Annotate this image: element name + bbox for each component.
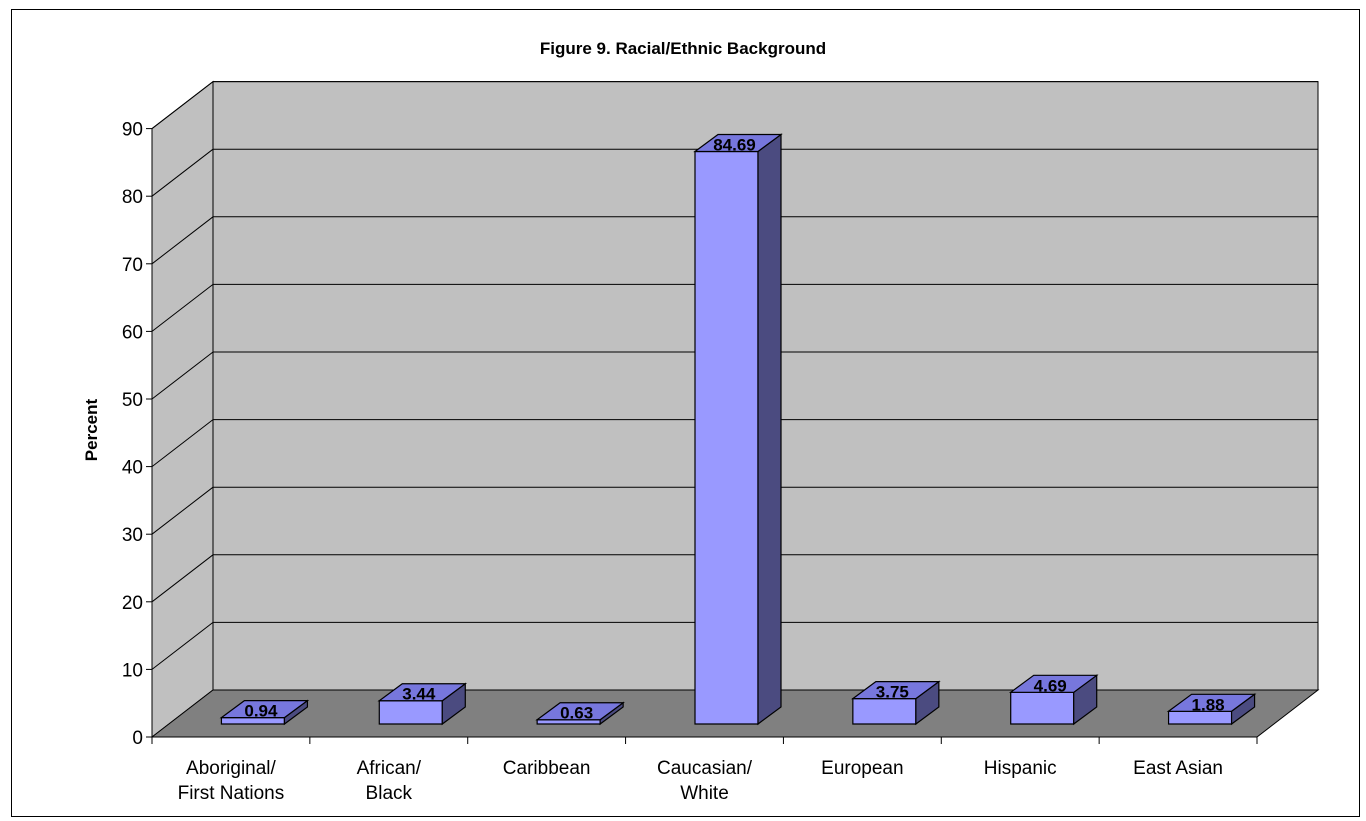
bar-top [219, 700, 310, 719]
x-tick-label: European [821, 758, 903, 779]
gridline-side [151, 486, 214, 535]
y-tick-label: 40 [122, 458, 143, 479]
gridline-side [151, 622, 214, 670]
x-tick-label: Hispanic [984, 758, 1057, 779]
x-tick-label-line: Hispanic [984, 758, 1057, 779]
bar-top [535, 702, 625, 721]
data-label: 0.94 [244, 702, 278, 721]
data-label: 3.44 [402, 685, 436, 704]
x-tick-label-line: African/ [357, 758, 422, 779]
bar [377, 682, 468, 726]
y-tick-label: 60 [122, 322, 143, 343]
y-tick-label: 10 [122, 660, 143, 681]
bar [851, 680, 941, 726]
gridline-side [151, 284, 214, 332]
chart-title: Figure 9. Racial/Ethnic Background [540, 39, 826, 58]
y-tick-label: 20 [122, 593, 143, 614]
bar-top [1008, 674, 1099, 693]
bar-top [377, 683, 468, 702]
gridline-side [151, 216, 214, 265]
x-tick-label-line: East Asian [1133, 758, 1223, 779]
axes: 0 10 20 30 40 50 60 70 80 90 Aboriginal/First Nati… [122, 120, 1258, 804]
bar [219, 699, 310, 726]
bar [1008, 674, 1099, 726]
data-label: 0.63 [560, 704, 593, 723]
x-tick-label-line: European [821, 758, 903, 779]
bar-front [694, 150, 759, 725]
x-tick-label: Caribbean [503, 758, 591, 779]
y-tick-label: 0 [132, 728, 143, 749]
data-label: 1.88 [1192, 695, 1225, 714]
gridline-side [151, 351, 214, 400]
bar [535, 701, 625, 726]
bar-side [757, 133, 782, 726]
y-tick-label: 80 [122, 187, 143, 208]
gridline-side [151, 148, 214, 197]
x-tick-label-line: Black [366, 783, 413, 804]
gridline-side [151, 554, 214, 603]
y-tick-label: 50 [122, 390, 143, 411]
bars [219, 133, 1257, 726]
x-tick-label-line: White [680, 783, 729, 804]
bar-top [851, 681, 941, 700]
y-tick-label: 90 [122, 120, 143, 141]
x-tick-label-line: Aboriginal/ [186, 758, 276, 779]
x-tick-label: Aboriginal/First Nations [178, 758, 285, 804]
data-label: 84.69 [713, 135, 756, 154]
data-labels: 0.94 3.44 0.63 84.69 3.75 4.69 1.88 [244, 135, 1224, 722]
bar-front [1010, 691, 1075, 725]
x-tick-label-line: Caribbean [503, 758, 591, 779]
bar [1166, 693, 1257, 726]
bar-top [1166, 693, 1257, 712]
gridline-side [151, 81, 214, 129]
x-tick-label: Caucasian/White [657, 758, 753, 804]
y-tick-label: 70 [122, 255, 143, 276]
bar-front [852, 698, 917, 725]
gridline-side [151, 419, 214, 467]
x-tick-label-line: First Nations [178, 783, 285, 804]
x-tick-label: East Asian [1133, 758, 1223, 779]
bar-top [693, 133, 783, 153]
x-tick-label: African/Black [357, 758, 422, 804]
x-tick-label-line: Caucasian/ [657, 758, 753, 779]
y-axis-label: Percent [82, 398, 101, 461]
bar [693, 133, 783, 726]
bar-front [378, 700, 443, 725]
data-label: 3.75 [876, 683, 909, 702]
data-label: 4.69 [1034, 676, 1067, 695]
side-wall [151, 80, 214, 739]
y-tick-label: 30 [122, 525, 143, 546]
